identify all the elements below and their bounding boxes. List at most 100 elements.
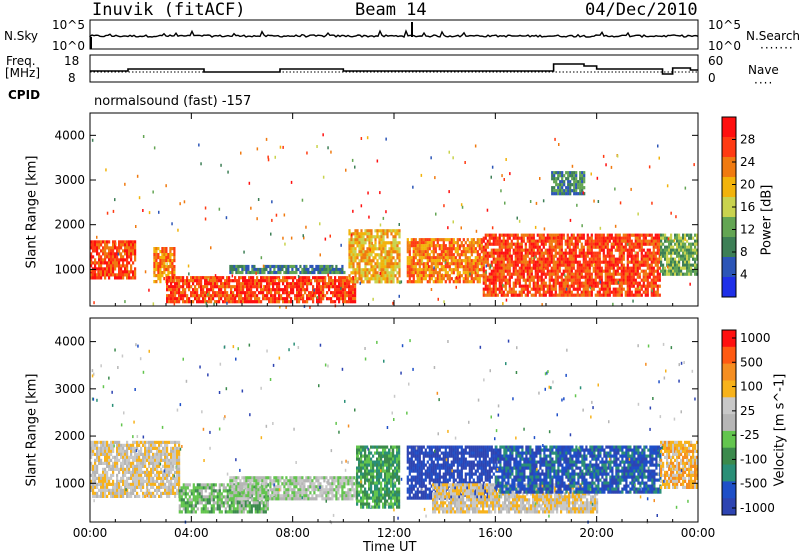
velocity-cell (172, 450, 174, 453)
power-cell (382, 262, 384, 265)
power-cell (567, 276, 569, 279)
power-cell (429, 268, 431, 271)
velocity-cell (164, 459, 166, 462)
power-cell (686, 234, 688, 237)
power-noise (517, 217, 519, 220)
velocity-cell (116, 483, 118, 486)
velocity-cell (116, 465, 118, 468)
velocity-cell (116, 459, 118, 462)
power-cell (282, 279, 284, 282)
power-cell (625, 279, 627, 282)
power-cell (429, 271, 431, 274)
power-cell (354, 235, 356, 238)
power-cell (521, 267, 523, 270)
power-cell (110, 264, 112, 267)
power-cell (240, 288, 242, 291)
power-cell (553, 189, 555, 192)
power-cell (657, 243, 659, 246)
power-cell (161, 256, 163, 259)
power-cell (559, 183, 561, 186)
power-cell (533, 261, 535, 264)
power-cell (694, 264, 696, 267)
power-cell (425, 250, 427, 253)
power-cell (487, 291, 489, 294)
power-cell (539, 288, 541, 291)
power-cell (128, 276, 130, 279)
power-cell (539, 237, 541, 240)
power-cell (595, 258, 597, 261)
power-noise (539, 177, 541, 180)
power-cell (302, 285, 304, 288)
power-cell (509, 234, 511, 237)
power-cell (394, 229, 396, 232)
power-cell (623, 249, 625, 252)
power-cell (577, 183, 579, 186)
power-cell (607, 237, 609, 240)
velocity-cell (126, 450, 128, 453)
velocity-cell (156, 450, 158, 453)
power-cell (206, 282, 208, 285)
power-cell (633, 234, 635, 237)
power-cell (266, 285, 268, 288)
power-cell (210, 279, 212, 282)
power-cell (244, 285, 246, 288)
power-cell (268, 276, 270, 279)
power-cell (226, 291, 228, 294)
velocity-cell (174, 453, 176, 456)
power-cell (354, 250, 356, 253)
power-cell (525, 255, 527, 258)
power-cell (425, 274, 427, 277)
power-cell (551, 276, 553, 279)
power-cell (184, 279, 186, 282)
velocity-cell (187, 483, 189, 486)
power-cell (627, 264, 629, 267)
power-cell (155, 247, 157, 250)
power-cell (553, 261, 555, 264)
velocity-cell (164, 441, 166, 444)
power-cell (334, 279, 336, 282)
power-cell (543, 252, 545, 255)
power-cell (348, 247, 350, 250)
power-cell (182, 297, 184, 300)
power-cell (537, 270, 539, 273)
power-cell (545, 291, 547, 294)
power-cell (415, 262, 417, 265)
power-cell (256, 285, 258, 288)
power-cell (435, 259, 437, 262)
power-cell (316, 285, 318, 288)
power-cell (250, 300, 252, 303)
velocity-cell (128, 471, 130, 474)
power-cell (252, 294, 254, 297)
power-cell (557, 252, 559, 255)
power-cell (682, 234, 684, 237)
power-cell (354, 271, 356, 274)
velocity-cell (181, 504, 183, 507)
velocity-cell (134, 486, 136, 489)
power-cell (305, 271, 307, 274)
power-cell (499, 267, 501, 270)
power-cell (517, 276, 519, 279)
power-cell (251, 265, 253, 268)
power-noise (302, 199, 304, 202)
power-cell (621, 291, 623, 294)
power-cell (112, 270, 114, 273)
power-cell (637, 237, 639, 240)
power-cell (575, 273, 577, 276)
velocity-cell (154, 441, 156, 444)
power-cell (567, 240, 569, 243)
power-cell (104, 255, 106, 258)
power-cell (231, 271, 233, 274)
power-ytick-label: 2000 (54, 218, 85, 232)
power-cell (354, 297, 356, 300)
power-cell (354, 256, 356, 259)
power-noise (619, 256, 621, 259)
power-cell (214, 279, 216, 282)
power-cell (392, 247, 394, 250)
power-cell (621, 282, 623, 285)
power-cell (292, 276, 294, 279)
velocity-cell (138, 441, 140, 444)
power-cell (457, 268, 459, 271)
velocity-cell (134, 441, 136, 444)
power-cell (527, 273, 529, 276)
power-cell (362, 238, 364, 241)
